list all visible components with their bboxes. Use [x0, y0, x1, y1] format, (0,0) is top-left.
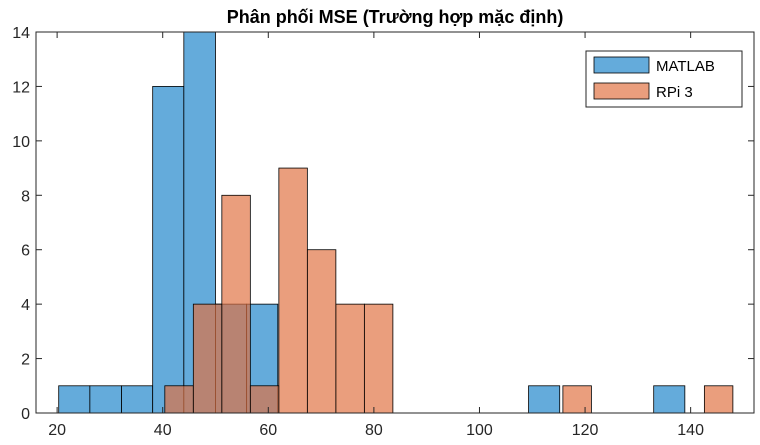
y-tick-label-5: 10	[12, 134, 30, 151]
histogram-bar-matlab-8	[653, 385, 686, 414]
histogram-bar-rpi3-7	[363, 303, 394, 414]
histogram-bar-rpi3-5	[306, 249, 337, 414]
histogram-bar-rpi3-8	[562, 385, 592, 414]
histogram-bar-rpi3-9	[703, 385, 734, 414]
x-tick-label-2: 60	[259, 422, 277, 439]
histogram-bar-rpi3-1	[192, 303, 223, 414]
histogram-bar-matlab-1	[89, 385, 122, 414]
y-tick-label-4: 8	[21, 188, 30, 205]
y-tick-label-3: 6	[21, 243, 30, 260]
legend-swatch-rpi3	[593, 82, 650, 100]
plot-frame	[35, 31, 755, 414]
y-tick-label-7: 14	[12, 25, 30, 42]
histogram-bar-rpi3-2	[221, 194, 251, 414]
y-tick-label-1: 2	[21, 352, 30, 369]
y-tick-label-6: 12	[12, 79, 30, 96]
histogram-bar-matlab-0	[58, 385, 91, 414]
histogram-bar-rpi3-6	[335, 303, 365, 414]
chart-title: Phân phối MSE (Trường hợp mặc định)	[227, 7, 564, 27]
x-tick-label-3: 80	[365, 422, 383, 439]
histogram-bar-rpi3-4	[278, 167, 308, 414]
y-tick-label-2: 4	[21, 297, 30, 314]
legend: MATLAB RPi 3	[585, 50, 743, 108]
histogram-bar-rpi3-0	[164, 385, 194, 414]
histogram-bar-matlab-7	[528, 385, 561, 414]
x-tick-label-4: 100	[466, 422, 493, 439]
x-tick-label-5: 120	[572, 422, 599, 439]
x-tick-label-0: 20	[48, 422, 66, 439]
legend-swatch-matlab	[593, 56, 650, 74]
legend-label-rpi3: RPi 3	[656, 84, 693, 101]
histogram-bar-matlab-3	[152, 86, 185, 414]
bars-layer	[58, 31, 734, 414]
histogram-bar-rpi3-3	[249, 385, 280, 414]
histogram-bar-matlab-2	[121, 385, 154, 414]
legend-label-matlab: MATLAB	[656, 58, 715, 75]
y-tick-label-0: 0	[21, 406, 30, 423]
ticks-layer: 20 40 60 80 100 120 140 0 2 4 6 8 10 12 14	[12, 25, 754, 439]
x-tick-label-1: 40	[154, 422, 172, 439]
x-tick-label-6: 140	[677, 422, 704, 439]
